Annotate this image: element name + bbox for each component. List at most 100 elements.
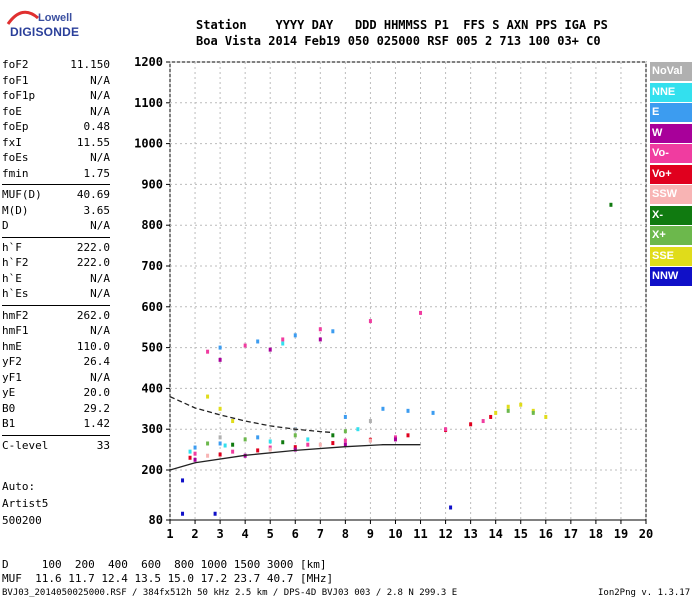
x-tick-label: 1 [166,527,173,541]
legend: NoVal NNE E W Vo- Vo+ SSW X- X+ SSE NNW [650,62,692,288]
x-tick-label: 10 [388,527,402,541]
param-value: 222.0 [76,240,110,254]
data-point-sse [544,414,548,419]
legend-item: Vo- [650,144,692,163]
param-row: B0 29.2 [2,402,110,418]
data-point-vo- [268,445,272,450]
param-value: 26.4 [83,355,111,368]
data-point-vo- [206,349,210,354]
param-row: foF1p N/A [2,89,110,105]
data-point-e [331,329,335,334]
legend-item: Vo+ [650,164,692,184]
param-row: MUF(D) 40.69 [2,188,110,204]
legend-item: NNW [650,267,692,286]
header-values: Boa Vista 2014 Feb19 050 025000 RSF 005 … [196,34,601,48]
param-value: 0.48 [83,120,111,133]
data-point-x- [343,429,347,434]
x-tick-label: 7 [317,527,324,541]
data-point-w [343,442,347,447]
param-row: foF2 11.150 [2,58,110,74]
param-value: 11.55 [76,135,110,149]
data-point-vo- [331,441,335,446]
param-name: fxI [2,135,22,149]
data-point-w [393,437,397,442]
legend-item: X- [650,205,692,225]
param-row: yE 20.0 [2,386,110,402]
x-tick-label: 17 [564,527,578,541]
param-row: yF1 N/A [2,371,110,387]
x-tick-label: 3 [216,527,223,541]
param-value: N/A [90,73,110,87]
param-name: hmF2 [2,308,29,322]
param-name: foF2 [2,58,29,71]
param-value: N/A [90,89,110,102]
param-value: N/A [90,151,110,164]
param-name: h`F2 [2,256,29,269]
y-tick-label: 80 [149,513,163,527]
param-separator [2,236,110,238]
data-point-vo- [419,310,423,315]
param-name: B1 [2,417,16,430]
data-point-vo- [469,422,473,427]
data-point-nnw [213,511,217,516]
data-point-x- [231,442,235,447]
param-row: h`E N/A [2,272,110,288]
param-row: hmE 110.0 [2,340,110,356]
autoscale-line1: Auto: [2,480,36,493]
y-tick-label: 1100 [134,96,163,110]
x-tick-label: 12 [438,527,452,541]
param-value: N/A [90,324,110,337]
param-row: fxI 11.55 [2,136,110,152]
x-tick-label: 13 [463,527,477,541]
y-tick-label: 400 [141,381,163,395]
data-point-e [218,441,222,446]
data-point-e [293,333,297,338]
x-tick-label: 15 [514,527,528,541]
data-point-vo- [218,452,222,457]
data-point-sse [531,408,535,413]
data-point-ssw [318,442,322,447]
data-point-sse [231,419,235,424]
data-point-w [268,347,272,352]
data-point-sse [206,394,210,399]
footer-distance-row: D 100 200 400 600 800 1000 1500 3000 [km… [2,558,327,571]
autoscale-line2: Artist5 [2,497,49,510]
data-point-noval [368,419,372,424]
param-value: N/A [90,219,110,232]
param-value: 33 [96,438,110,452]
legend-item: E [650,103,692,122]
data-point-x- [506,408,510,413]
param-name: yF1 [2,370,22,384]
param-row: h`F 222.0 [2,241,110,257]
data-point-e [406,408,410,413]
param-value: 20.0 [83,386,111,399]
param-value: 1.75 [83,166,111,180]
data-point-vo- [281,337,285,342]
param-row: C-level 33 [2,439,110,455]
footer-file-info: BVJ03_2014050025000.RSF / 384fx512h 50 k… [2,588,458,598]
data-point-vo- [231,449,235,454]
data-point-x- [281,440,285,445]
x-tick-label: 11 [413,527,427,541]
param-row: yF2 26.4 [2,355,110,371]
param-row: M(D) 3.65 [2,204,110,220]
param-row: foF1 N/A [2,74,110,90]
data-point-ssw [368,438,372,443]
param-name: foEp [2,120,29,133]
param-value: N/A [90,271,110,285]
param-row: h`F2 222.0 [2,256,110,272]
param-name: fmin [2,166,29,180]
param-name: B0 [2,401,16,415]
legend-item: NoVal [650,62,692,81]
data-point-x- [531,410,535,415]
x-tick-label: 9 [367,527,374,541]
data-point-vo- [343,438,347,443]
data-point-w [218,357,222,362]
data-point-nne [306,437,310,442]
data-point-nne [188,449,192,454]
data-point-sse [506,404,510,409]
param-name: yF2 [2,355,22,368]
data-point-w [318,337,322,342]
param-value: N/A [90,287,110,300]
